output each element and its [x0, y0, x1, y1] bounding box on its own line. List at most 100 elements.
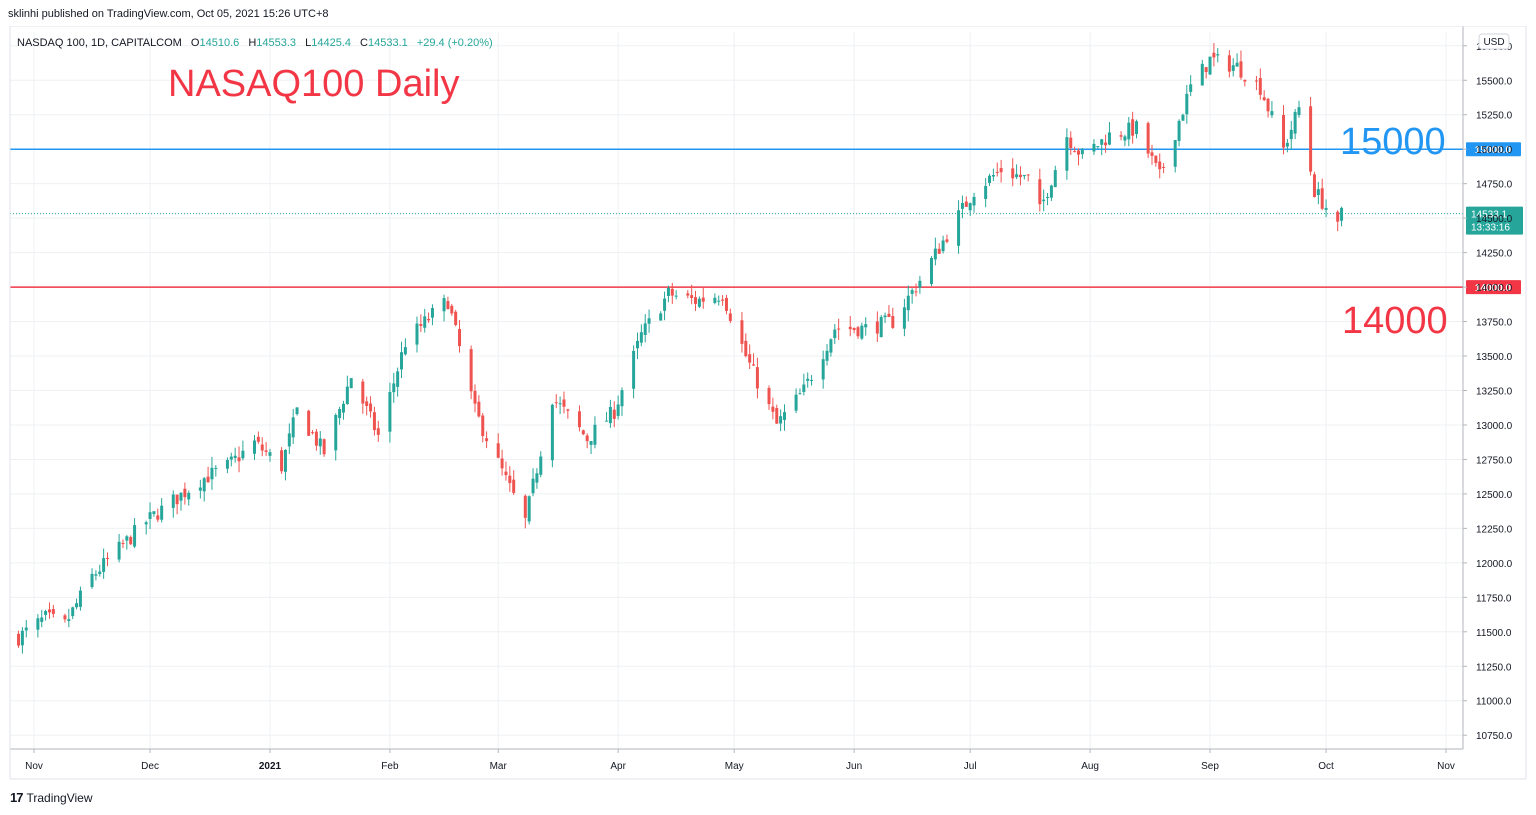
candle-body	[1243, 79, 1247, 82]
candle-body	[430, 308, 434, 318]
candle-body	[852, 328, 856, 331]
candle-body	[419, 324, 423, 326]
tradingview-logo-icon[interactable]: 17	[10, 790, 24, 805]
candle-body	[349, 378, 353, 389]
x-tick-label: 2021	[259, 761, 282, 772]
y-tick-label: 14750.0	[1476, 180, 1513, 191]
candle-body	[554, 402, 558, 404]
candle-body	[485, 438, 489, 442]
candle-body	[608, 406, 612, 424]
candle-body	[334, 414, 338, 451]
candle-body	[945, 239, 949, 242]
candle-body	[883, 315, 887, 318]
candle-body	[1208, 56, 1212, 75]
last-price-badge	[1466, 206, 1523, 235]
candle-body	[991, 175, 995, 177]
candle-body	[775, 408, 779, 424]
candle-body	[647, 318, 651, 324]
candle-body	[1312, 174, 1316, 197]
candle-body	[1235, 62, 1239, 67]
candle-body	[779, 416, 783, 424]
candle-body	[477, 401, 481, 417]
candle-body	[964, 201, 968, 207]
candle-body	[550, 404, 554, 461]
candle-body	[918, 280, 922, 288]
chart-frame[interactable]: 15000.0 14000.0 14533.1 13:33:16 10750.0 110…	[0, 26, 1536, 786]
candle-body	[1073, 151, 1077, 153]
candle-body	[968, 203, 972, 211]
candle-body	[1100, 139, 1104, 145]
candle-body	[663, 298, 667, 311]
y-tick-label: 12250.0	[1476, 524, 1513, 535]
candle-body	[1092, 143, 1096, 152]
candle-body	[1324, 207, 1328, 210]
footer: 17 TradingView	[10, 790, 93, 805]
y-tick-label: 11000.0	[1476, 697, 1512, 708]
candle-body	[508, 475, 512, 484]
candle-body	[175, 494, 179, 505]
candle-body	[369, 403, 373, 412]
candle-body	[531, 478, 535, 494]
candle-body	[338, 409, 342, 419]
candle-body	[1154, 155, 1158, 163]
candle-body	[78, 590, 82, 607]
candle-body	[450, 305, 454, 314]
candle-body	[1293, 111, 1297, 134]
candle-body	[1022, 174, 1026, 177]
candle-body	[984, 185, 988, 199]
candle-body	[589, 441, 593, 445]
candle-body	[875, 321, 879, 334]
tradingview-brand[interactable]: TradingView	[26, 790, 93, 805]
candle-body	[94, 574, 98, 576]
candle-body	[957, 210, 961, 246]
candle-body	[233, 455, 237, 458]
candle-body	[879, 317, 883, 338]
y-tick-label: 13250.0	[1476, 387, 1513, 398]
candle-body	[63, 615, 67, 620]
candle-body	[694, 297, 698, 304]
candle-body	[1107, 132, 1111, 145]
candle-body	[1216, 54, 1220, 56]
candle-body	[183, 488, 187, 498]
candle-body	[102, 558, 106, 572]
candle-body	[1309, 106, 1313, 172]
candle-body	[1336, 211, 1340, 222]
candle-body	[51, 609, 55, 614]
candle-body	[260, 444, 264, 451]
candle-body	[1282, 114, 1286, 148]
candle-body	[605, 420, 609, 422]
currency-button[interactable]: USD	[1478, 33, 1510, 50]
candle-body	[635, 340, 639, 349]
y-tick-label: 14250.0	[1476, 249, 1513, 260]
hline-axis-badge	[1466, 142, 1521, 157]
candle-body	[454, 311, 458, 325]
candle-body	[906, 295, 910, 311]
candle-body	[639, 332, 643, 343]
candle-body	[376, 428, 380, 435]
candle-body	[469, 349, 473, 392]
candle-body	[1015, 174, 1019, 178]
candle-body	[396, 371, 400, 387]
candle-body	[1104, 142, 1108, 146]
candle-body	[717, 300, 721, 302]
last-price-countdown: 13:33:16	[1471, 223, 1510, 234]
candle-body	[1119, 135, 1123, 137]
candle-body	[206, 476, 210, 483]
line-label-15000: 15000	[1340, 121, 1446, 163]
candle-body	[268, 452, 272, 456]
y-tick-label: 13000.0	[1476, 421, 1513, 432]
candle-body	[937, 248, 941, 254]
candle-body	[771, 406, 775, 412]
candle-body	[148, 512, 152, 519]
candle-body	[67, 619, 71, 622]
candlestick-chart[interactable]: 15000.0 14000.0 14533.1 13:33:16 10750.0 110…	[0, 26, 1536, 786]
candle-body	[616, 404, 620, 416]
candle-body	[972, 196, 976, 206]
candle-body	[1297, 107, 1301, 116]
candle-body	[403, 347, 407, 355]
candle-body	[372, 412, 376, 431]
y-tick-label: 12750.0	[1476, 455, 1513, 466]
candle-body	[752, 364, 756, 366]
candle-body	[442, 298, 446, 312]
legend-low: 14425.4	[311, 37, 351, 49]
